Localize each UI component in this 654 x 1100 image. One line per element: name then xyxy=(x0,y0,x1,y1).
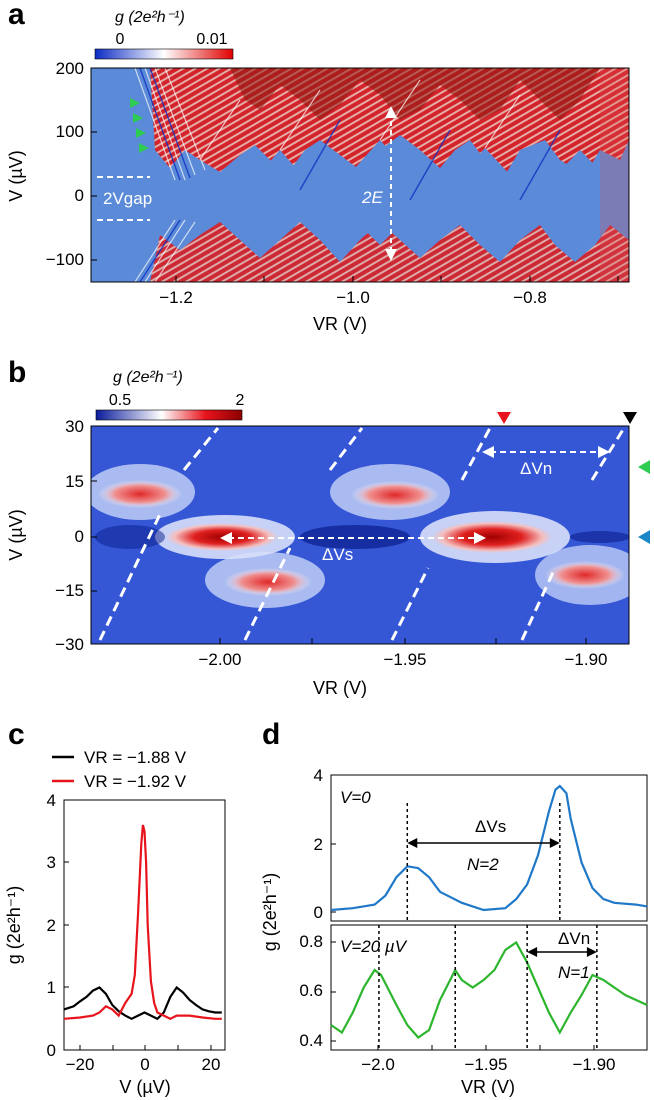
panel-d-dvn-label: ΔVn xyxy=(558,929,590,948)
arrow-head xyxy=(586,947,597,957)
panel-c-ytick: 4 xyxy=(47,791,56,810)
panel-b-heatmap xyxy=(91,426,629,644)
panel-d-bottom-n: N=1 xyxy=(558,963,590,982)
panel-b-dvn-label: ΔVn xyxy=(520,459,552,478)
panel-a-colorbar-max: 0.01 xyxy=(196,31,227,48)
panel-b-blue-marker xyxy=(638,530,650,544)
panel-b-colorbar xyxy=(95,409,243,421)
panel-a-ytick: 200 xyxy=(56,59,84,78)
series-line-blue xyxy=(330,784,648,912)
panel-a-ytick: −100 xyxy=(46,250,84,269)
arrow-head xyxy=(549,838,560,848)
series-line-black xyxy=(63,985,222,1021)
panel-c-ytick: 2 xyxy=(47,916,56,935)
panel-d-bottom-ytick: 0.8 xyxy=(299,932,323,951)
panel-b-colorbar-max: 2 xyxy=(236,392,245,409)
panel-a-ylabel: V (µV) xyxy=(6,150,26,201)
legend-label: VR = −1.92 V xyxy=(84,772,187,791)
panel-b-ylabel: V (µV) xyxy=(6,509,26,560)
panel-b-red-marker xyxy=(497,412,511,424)
panel-a-ytick: 100 xyxy=(56,122,84,141)
panel-b-xtick: −1.95 xyxy=(383,650,426,669)
panel-d-label: d xyxy=(262,718,280,751)
panel-c-legend: VR = −1.88 V VR = −1.92 V xyxy=(52,748,187,791)
panel-c-xtick: 20 xyxy=(202,1055,221,1074)
series-line-red xyxy=(63,824,222,1021)
panel-b-label: b xyxy=(8,356,26,389)
panel-b-ytick: 15 xyxy=(65,472,84,491)
panel-d-bottom-label: V=20 µV xyxy=(340,937,408,956)
panel-b-ytick: 30 xyxy=(65,417,84,436)
panel-d-top-ytick: 0 xyxy=(314,903,323,922)
series-line-green xyxy=(330,940,648,1039)
panel-a-xlabel: VR (V) xyxy=(313,314,367,334)
panel-b-xtick: −2.00 xyxy=(198,650,241,669)
panel-b-ytick: 0 xyxy=(75,527,84,546)
panel-b-black-marker xyxy=(623,412,637,424)
panel-d-xlabel: VR (V) xyxy=(461,1077,515,1097)
panel-a-colorbar xyxy=(94,48,234,60)
panel-a-xtick: −1.0 xyxy=(336,288,370,307)
panel-a-colorbar-min: 0 xyxy=(116,31,125,48)
panel-d-top-frame xyxy=(330,774,648,922)
panel-c-xtick: 0 xyxy=(140,1055,149,1074)
panel-c-label: c xyxy=(8,718,25,751)
arrow-head xyxy=(527,947,538,957)
panel-a-xtick: −0.8 xyxy=(513,288,547,307)
panel-a-heatmap xyxy=(91,68,629,282)
panel-d-top-ytick: 2 xyxy=(314,835,323,854)
panel-b-green-marker xyxy=(638,460,650,474)
panel-c-xtick: −20 xyxy=(66,1055,95,1074)
panel-a-xtick: −1.2 xyxy=(159,288,193,307)
panel-b-ytick: −30 xyxy=(55,635,84,654)
panel-d-xtick: −1.95 xyxy=(464,1055,507,1074)
panel-d-dvs-label: ΔVs xyxy=(475,817,506,836)
panel-a-gap-label: 2Vgap xyxy=(103,189,152,208)
panel-b-xtick: −1.90 xyxy=(564,650,607,669)
panel-d-ylabel: g (2e²h⁻¹) xyxy=(260,873,280,952)
panel-b-colorbar-min: 0.5 xyxy=(109,392,131,409)
panel-a-frame xyxy=(90,67,630,283)
panel-b-ytick: −15 xyxy=(55,581,84,600)
panel-a-ytick: 0 xyxy=(75,186,84,205)
panel-c-ylabel: g (2e²h⁻¹) xyxy=(4,886,24,965)
panel-d-plot xyxy=(330,774,648,1050)
panel-d-xtick: −2.0 xyxy=(361,1055,395,1074)
panel-b-dvs-label: ΔVs xyxy=(322,545,353,564)
panel-d-top-label: V=0 xyxy=(340,788,371,807)
panel-b-colorbar-title: g (2e²h⁻¹) xyxy=(113,369,183,386)
panel-d-top-ytick: 4 xyxy=(314,766,323,785)
panel-c-ytick: 0 xyxy=(47,1041,56,1060)
panel-b-frame xyxy=(90,425,630,645)
panel-d-bottom-ytick: 0.4 xyxy=(299,1031,323,1050)
panel-d-xtick: −1.90 xyxy=(572,1055,615,1074)
panel-a-energy-label: 2E xyxy=(361,188,383,207)
panel-d-bottom-frame xyxy=(330,924,648,1051)
legend-label: VR = −1.88 V xyxy=(84,748,187,767)
panel-c-ytick: 1 xyxy=(47,978,56,997)
panel-d-bottom-ytick: 0.6 xyxy=(299,981,323,1000)
panel-a-colorbar-title: g (2e²h⁻¹) xyxy=(115,9,185,26)
panel-c-ytick: 3 xyxy=(47,853,56,872)
panel-a-label: a xyxy=(8,0,25,31)
panel-c-xlabel: V (µV) xyxy=(119,1077,170,1097)
arrow-head xyxy=(407,838,418,848)
panel-a-green-markers xyxy=(130,98,149,153)
panel-d-top-n: N=2 xyxy=(467,855,499,874)
panel-b-xlabel: VR (V) xyxy=(313,678,367,698)
panel-c-plot xyxy=(63,799,222,1051)
